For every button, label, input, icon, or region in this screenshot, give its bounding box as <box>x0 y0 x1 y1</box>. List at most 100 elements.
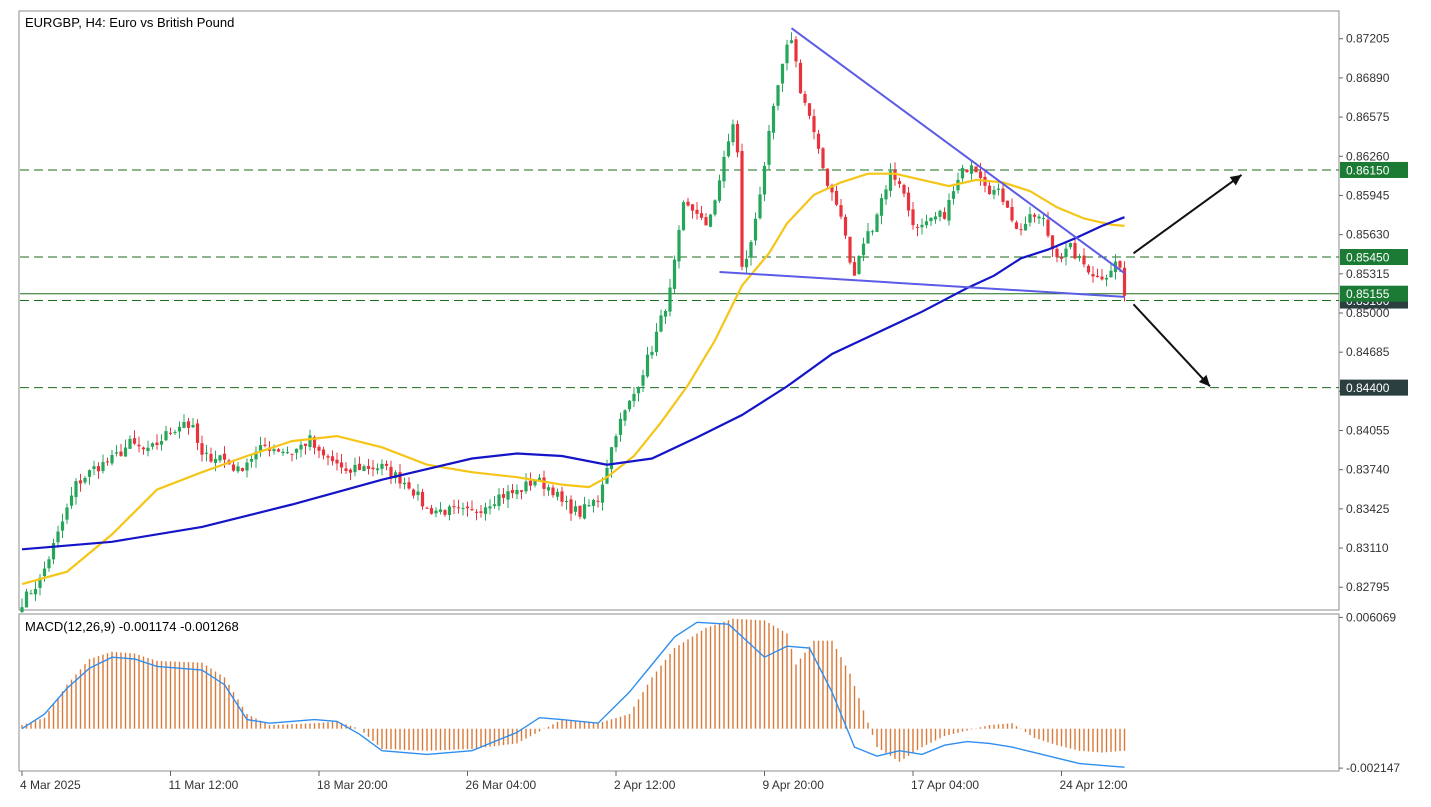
candle-body <box>69 495 74 506</box>
candle-body <box>546 487 551 491</box>
candle-body <box>276 449 281 452</box>
candle-body <box>1077 255 1082 259</box>
candle-body <box>434 510 438 514</box>
candle-body <box>537 477 542 482</box>
level-badge <box>1340 161 1408 178</box>
candle-body <box>1059 257 1064 259</box>
candle-body <box>600 484 605 503</box>
candle-body <box>677 229 681 262</box>
candle-body <box>1109 270 1113 278</box>
candle-body <box>366 465 371 469</box>
candle-body <box>321 449 326 456</box>
candle-body <box>632 393 636 402</box>
candle-body <box>312 437 317 448</box>
candle-body <box>470 509 474 511</box>
candle-body <box>164 431 168 441</box>
arrow-head <box>1229 174 1242 186</box>
candle-body <box>218 455 222 461</box>
candle-body <box>281 451 285 454</box>
candle-body <box>371 467 375 470</box>
candle-body <box>150 443 155 447</box>
arrow-head <box>1198 374 1210 387</box>
candle-body <box>533 481 537 486</box>
candle-body <box>996 188 1001 190</box>
candle-body <box>1122 267 1127 296</box>
candle-body <box>794 39 798 62</box>
candle-body <box>407 482 411 489</box>
candle-body <box>897 181 902 185</box>
candle-body <box>848 236 852 263</box>
candle-body <box>947 199 951 221</box>
candle-body <box>1028 214 1032 223</box>
candle-body <box>1032 214 1037 217</box>
macd-indicator <box>21 618 1126 768</box>
candle-body <box>609 447 614 470</box>
level-badge-label: 0.85155 <box>1346 287 1390 301</box>
candle-body <box>123 447 128 457</box>
scenario-arrows[interactable] <box>1132 174 1243 388</box>
candle-body <box>834 190 839 205</box>
candle-body <box>425 507 429 509</box>
candle-body <box>911 209 915 226</box>
candle-body <box>978 171 983 179</box>
candle-body <box>938 210 942 217</box>
candle-body <box>915 226 920 228</box>
candle-body <box>933 216 938 220</box>
candle-body <box>42 568 47 577</box>
candle-body <box>168 432 173 434</box>
candle-body <box>29 593 33 595</box>
candle-body <box>668 287 672 312</box>
time-tick-label: 24 Apr 12:00 <box>1060 778 1128 792</box>
candle-body <box>96 466 101 472</box>
candle-body <box>438 509 443 513</box>
price-tick-label: 0.82795 <box>1346 580 1390 594</box>
candle-body <box>735 124 740 153</box>
candle-body <box>717 180 722 201</box>
time-tick-label: 17 Apr 04:00 <box>911 778 979 792</box>
trendlines[interactable] <box>719 27 1126 298</box>
price-tick-label: 0.85000 <box>1346 306 1390 320</box>
candle-body <box>726 141 731 157</box>
candle-body <box>1095 275 1100 278</box>
candle-body <box>551 487 555 496</box>
moving-average-line <box>21 216 1125 551</box>
candle-body <box>798 62 803 94</box>
candle-body <box>1046 219 1050 236</box>
candle-body <box>317 446 321 451</box>
candle-body <box>362 466 366 471</box>
candle-body <box>74 481 78 498</box>
time-tick-label: 18 Mar 20:00 <box>317 778 388 792</box>
candle-body <box>767 130 771 165</box>
candle-body <box>83 477 87 483</box>
candle-body <box>416 491 420 496</box>
candle-body <box>456 507 461 509</box>
candle-body <box>1001 188 1005 203</box>
time-tick-label: 9 Apr 20:00 <box>763 778 825 792</box>
candle-body <box>1050 235 1055 250</box>
candle-body <box>389 466 393 478</box>
candle-body <box>573 506 578 512</box>
candle-body <box>974 166 978 173</box>
candle-body <box>299 444 303 450</box>
candle-body <box>398 472 402 484</box>
candle-body <box>906 192 911 211</box>
candle-body <box>173 431 177 434</box>
candle-body <box>614 436 618 448</box>
candle-body <box>20 607 24 613</box>
arrow-shaft <box>1132 303 1211 388</box>
candle-body <box>780 63 785 84</box>
candle-body <box>659 315 663 332</box>
candle-body <box>56 531 60 543</box>
candle-body <box>641 375 645 386</box>
candle-body <box>474 511 479 513</box>
candle-body <box>461 508 465 510</box>
arrow-shaft <box>1132 174 1243 255</box>
candle-body <box>515 489 519 495</box>
price-tick-label: 0.83110 <box>1346 541 1389 555</box>
candle-body <box>870 231 875 233</box>
candle-body <box>771 105 776 133</box>
candle-body <box>510 489 515 494</box>
candle-body <box>272 449 276 452</box>
